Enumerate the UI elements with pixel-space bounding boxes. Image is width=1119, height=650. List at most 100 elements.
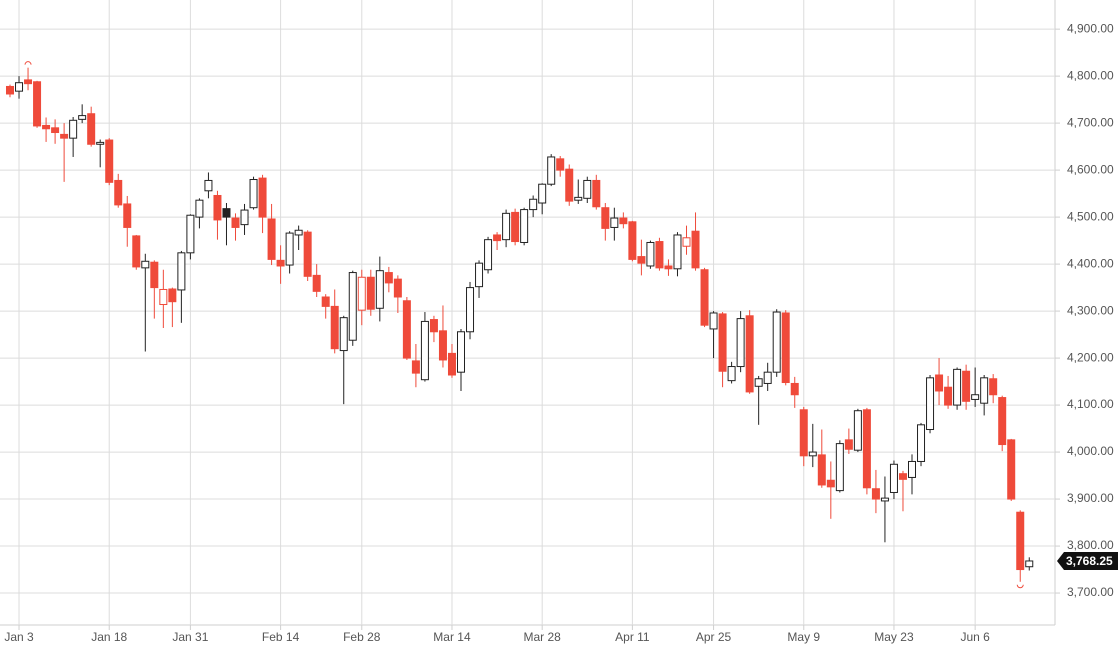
candle-body xyxy=(889,463,898,493)
candle-body xyxy=(547,156,556,185)
candle-body xyxy=(312,274,321,292)
candle-body xyxy=(141,260,150,269)
candle-body xyxy=(357,276,366,311)
candle-body xyxy=(348,272,357,341)
candle-body xyxy=(484,239,493,271)
candle-body xyxy=(330,305,339,350)
candle-body xyxy=(321,296,330,307)
x-tick-label: May 9 xyxy=(787,630,820,644)
candle-body xyxy=(817,454,826,486)
high-marker xyxy=(24,61,32,65)
candle-body xyxy=(87,113,96,145)
candle-body xyxy=(177,252,186,291)
candle-body xyxy=(718,313,727,372)
candle-body xyxy=(844,439,853,450)
x-tick-label: May 23 xyxy=(874,630,914,644)
candle-body xyxy=(556,158,565,171)
y-tick-label: 4,200.00 xyxy=(1067,350,1114,364)
candle-body xyxy=(953,368,962,406)
candle-body xyxy=(33,81,42,127)
candle-body xyxy=(682,237,691,247)
candle-body xyxy=(989,378,998,396)
candle-body xyxy=(808,451,817,457)
candle-body xyxy=(6,85,14,95)
candle-body xyxy=(303,231,312,277)
candle-body xyxy=(700,269,709,326)
y-tick-label: 4,000.00 xyxy=(1067,444,1114,458)
candle-body xyxy=(475,262,484,288)
candle-body xyxy=(466,287,475,333)
candle-body xyxy=(168,288,177,303)
y-tick-label: 4,400.00 xyxy=(1067,256,1114,270)
x-tick-label: Jan 3 xyxy=(4,630,34,644)
candle-body xyxy=(132,235,141,268)
y-tick-label: 4,300.00 xyxy=(1067,303,1114,317)
candle-body xyxy=(51,127,60,134)
candle-body xyxy=(835,443,844,492)
candle-body xyxy=(384,272,393,284)
candle-body xyxy=(908,460,916,478)
x-tick-label: Jan 31 xyxy=(172,630,208,644)
candle-body xyxy=(123,203,132,228)
candle-body xyxy=(853,410,862,451)
candle-body xyxy=(610,217,619,228)
candle-body xyxy=(998,397,1007,446)
candle-body xyxy=(520,209,529,243)
candle-body xyxy=(880,497,889,502)
candle-body xyxy=(15,82,24,92)
candle-body xyxy=(790,382,799,396)
candle-body xyxy=(538,183,547,204)
candle-body xyxy=(213,194,222,221)
candle-body xyxy=(673,234,682,270)
candle-body xyxy=(249,179,258,209)
candle-body xyxy=(799,409,808,457)
candle-body xyxy=(411,360,420,374)
candle-body xyxy=(862,409,871,489)
candle-body xyxy=(69,119,78,139)
y-tick-label: 4,900.00 xyxy=(1067,21,1114,35)
candle-body xyxy=(962,370,971,402)
candle-body xyxy=(980,377,989,404)
candle-body xyxy=(429,319,438,333)
candle-body xyxy=(393,278,402,298)
y-tick-label: 4,600.00 xyxy=(1067,162,1114,176)
candle-body xyxy=(826,479,835,488)
candle-body xyxy=(637,256,646,264)
candle-body xyxy=(971,394,980,400)
candle-body xyxy=(529,198,538,211)
x-tick-label: Jan 18 xyxy=(91,630,127,644)
y-tick-label: 3,700.00 xyxy=(1067,585,1114,599)
candle-body xyxy=(727,366,736,382)
candle-body xyxy=(42,124,51,130)
candle-body xyxy=(754,378,763,387)
candle-body xyxy=(772,311,781,373)
candle-body xyxy=(601,207,610,229)
candle-body xyxy=(447,352,456,376)
candle-body xyxy=(204,179,213,192)
candle-body xyxy=(150,261,159,289)
candle-body xyxy=(917,424,926,462)
x-tick-label: Feb 28 xyxy=(343,630,381,644)
candle-body xyxy=(186,214,195,254)
grid xyxy=(0,0,1055,625)
low-marker xyxy=(1016,584,1024,589)
candle-body xyxy=(935,374,944,392)
x-tick-label: Jun 6 xyxy=(960,630,990,644)
candle-body xyxy=(1025,560,1034,568)
candle-body xyxy=(619,217,628,225)
candle-body xyxy=(366,276,375,310)
candle-body xyxy=(402,300,411,359)
candle-body xyxy=(294,229,303,236)
candle-body xyxy=(745,315,754,393)
candle-body xyxy=(339,317,348,352)
candle-body xyxy=(159,288,168,306)
candle-body xyxy=(871,488,880,500)
candle-body xyxy=(502,212,511,241)
candle-body xyxy=(664,265,673,270)
x-tick-label: Apr 11 xyxy=(615,630,650,644)
candle-body xyxy=(646,241,655,267)
last-price-tag xyxy=(1057,551,1118,570)
candle-body xyxy=(583,179,592,199)
candle-body xyxy=(276,259,285,267)
